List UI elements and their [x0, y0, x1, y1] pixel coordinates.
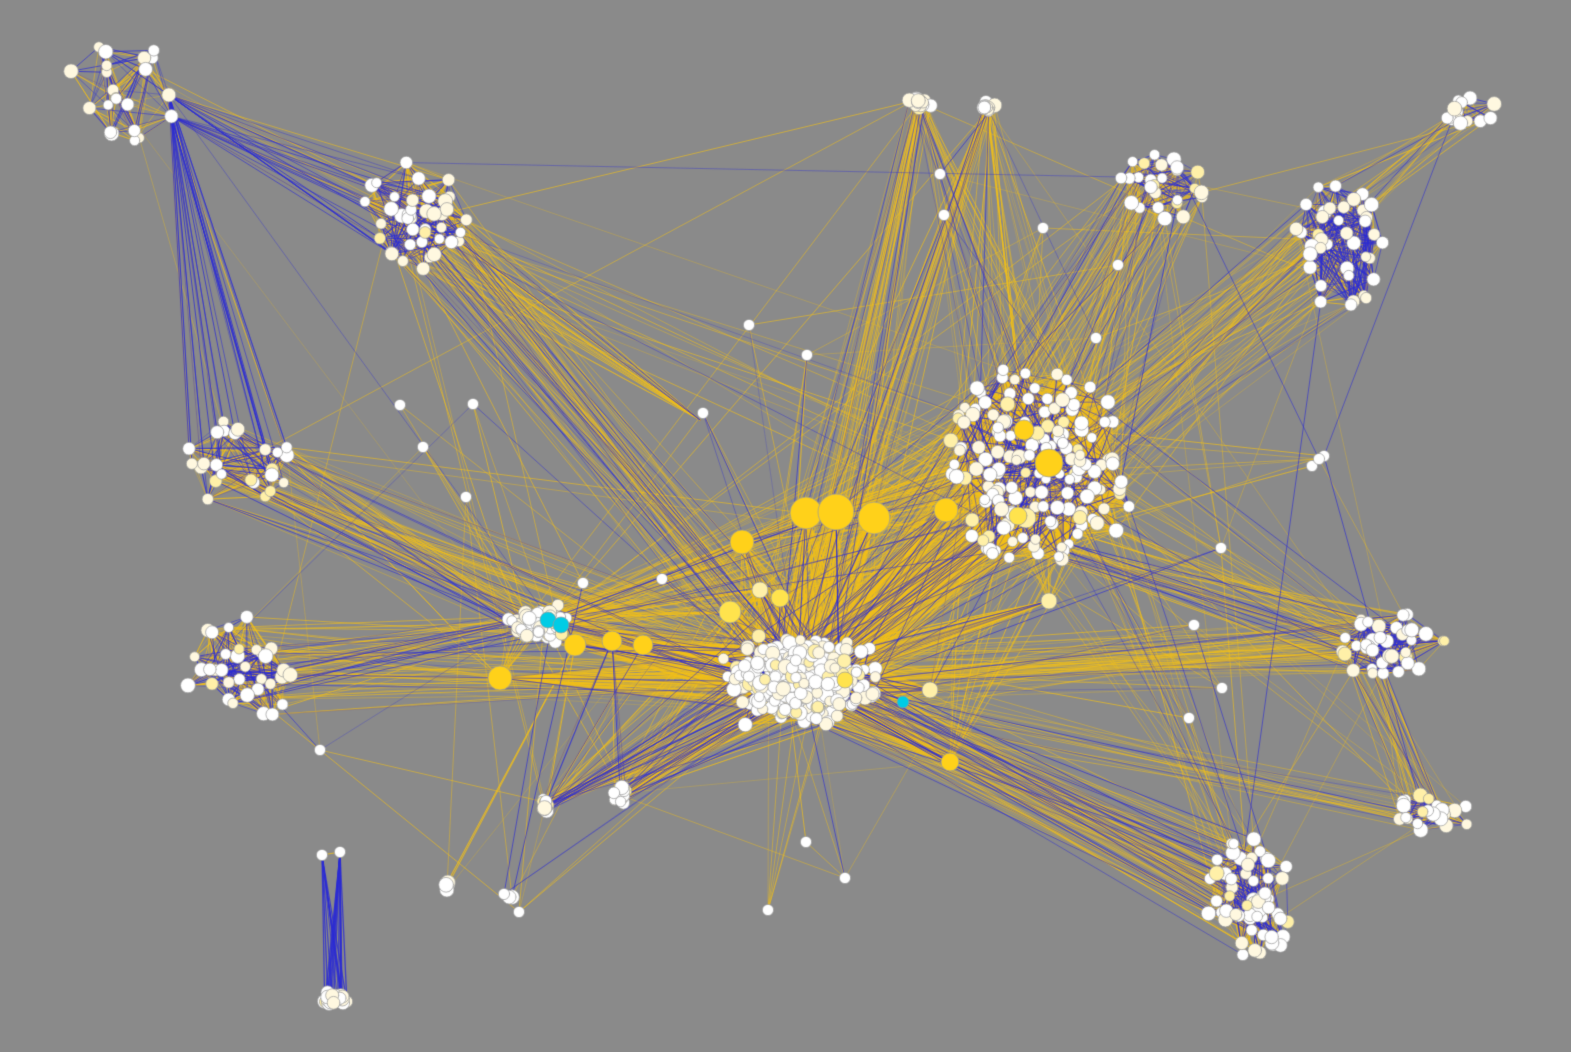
graph-canvas-container	[0, 0, 1571, 1052]
network-graph-canvas[interactable]	[0, 0, 1571, 1052]
